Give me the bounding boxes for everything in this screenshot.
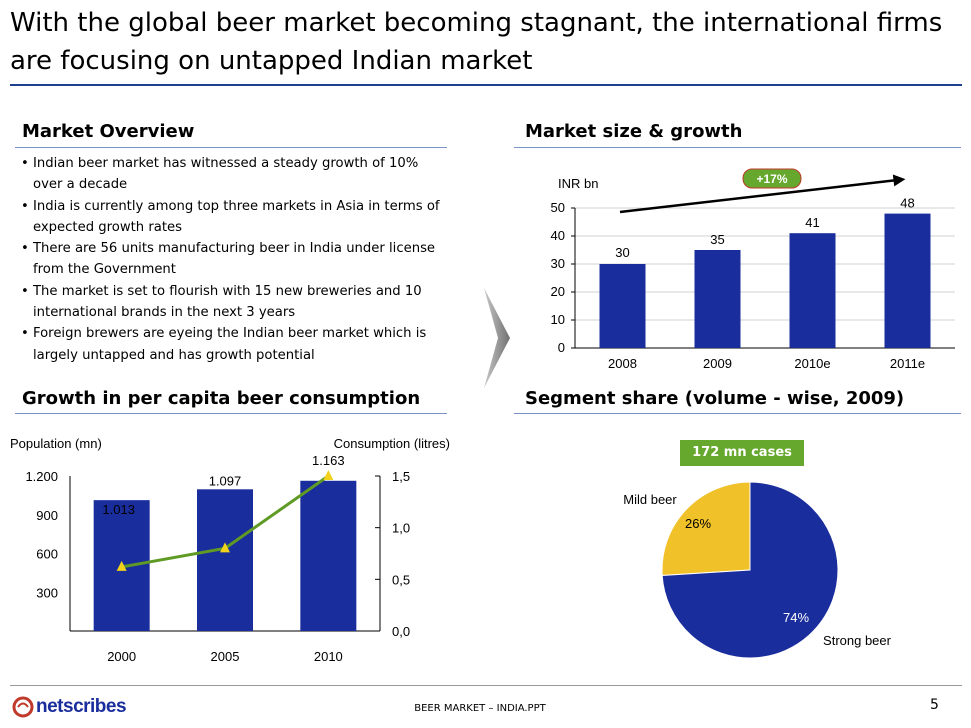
market-overview-bullets: Indian beer market has witnessed a stead… bbox=[21, 153, 451, 366]
data-label: 1.013 bbox=[102, 502, 135, 517]
footer-text: BEER MARKET – INDIA.PPT bbox=[414, 703, 546, 714]
page-number: 5 bbox=[930, 697, 939, 713]
bar bbox=[300, 480, 357, 631]
y-tick-label: 10 bbox=[551, 312, 565, 327]
x-tick-label: 2009 bbox=[703, 356, 732, 371]
bullet-item: The market is set to flourish with 15 ne… bbox=[21, 281, 451, 324]
y-tick-label: 0 bbox=[558, 340, 565, 355]
per-capita-underline bbox=[15, 413, 447, 414]
y-tick-label: 50 bbox=[551, 200, 565, 215]
x-tick-label: 2000 bbox=[107, 649, 136, 664]
data-label: 1.097 bbox=[209, 473, 242, 488]
volume-badge: 172 mn cases bbox=[680, 440, 804, 466]
market-size-heading: Market size & growth bbox=[525, 121, 743, 142]
per-capita-chart: Population (mn) Consumption (litres) 300 60… bbox=[10, 436, 450, 664]
right-tick-label: 0,0 bbox=[392, 624, 410, 639]
logo-icon bbox=[12, 696, 34, 718]
market-size-chart: INR bn 0 10 20 30 40 50 30 2008 35 2009 41 2010e 48 20… bbox=[551, 168, 955, 371]
growth-arrow-head bbox=[892, 174, 906, 187]
right-tick-label: 0,5 bbox=[392, 572, 410, 587]
slice-name-label: Strong beer bbox=[823, 633, 892, 648]
data-label: 35 bbox=[710, 232, 724, 247]
right-tick-label: 1,0 bbox=[392, 521, 410, 536]
growth-badge bbox=[742, 168, 802, 189]
slide-title: With the global beer market becoming sta… bbox=[10, 8, 943, 76]
bar bbox=[197, 489, 253, 631]
bar bbox=[599, 264, 646, 348]
market-overview-heading: Market Overview bbox=[22, 121, 195, 142]
data-label: 30 bbox=[615, 245, 629, 260]
logo-text: netscribes bbox=[36, 696, 127, 717]
bullet-item: Foreign brewers are eyeing the Indian be… bbox=[21, 323, 451, 366]
pie-slice bbox=[661, 481, 751, 577]
y-tick-label: 40 bbox=[551, 228, 565, 243]
left-tick-label: 600 bbox=[36, 547, 58, 562]
bar bbox=[884, 213, 931, 348]
bullet-item: Indian beer market has witnessed a stead… bbox=[21, 153, 451, 196]
line-marker bbox=[220, 542, 230, 553]
title-rule bbox=[10, 84, 962, 86]
per-capita-heading: Growth in per capita beer consumption bbox=[22, 388, 421, 409]
slice-value-label: 26% bbox=[685, 516, 711, 531]
pie-slice bbox=[661, 481, 839, 659]
left-axis-label: Population (mn) bbox=[10, 436, 102, 451]
unit-label: INR bn bbox=[558, 176, 598, 191]
data-label: 48 bbox=[900, 196, 914, 211]
data-label: 1.163 bbox=[312, 453, 345, 468]
market-overview-underline bbox=[15, 147, 447, 148]
right-tick-label: 1,5 bbox=[392, 469, 410, 484]
growth-badge-label: +17% bbox=[756, 172, 787, 186]
y-tick-label: 20 bbox=[551, 284, 565, 299]
growth-arrow-line bbox=[619, 178, 898, 214]
bullet-item: India is currently among top three marke… bbox=[21, 196, 451, 239]
logo: netscribes bbox=[12, 694, 127, 720]
footer-rule bbox=[10, 685, 962, 686]
slice-value-label: 74% bbox=[783, 610, 809, 625]
left-tick-label: 1.200 bbox=[25, 469, 58, 484]
x-tick-label: 2010e bbox=[794, 356, 830, 371]
y-tick-label: 30 bbox=[551, 256, 565, 271]
bullet-item: There are 56 units manufacturing beer in… bbox=[21, 238, 451, 281]
line-marker bbox=[323, 470, 334, 480]
segment-underline bbox=[514, 413, 961, 414]
x-tick-label: 2008 bbox=[608, 356, 637, 371]
market-size-underline bbox=[514, 147, 961, 148]
line-marker bbox=[116, 560, 127, 571]
x-tick-label: 2011e bbox=[890, 356, 925, 371]
bar bbox=[694, 250, 741, 348]
segment-pie-chart: 26% 74% Mild beer Strong beer bbox=[623, 481, 892, 659]
chevron-arrow-icon bbox=[484, 288, 510, 388]
bar bbox=[789, 233, 836, 348]
segment-heading: Segment share (volume - wise, 2009) bbox=[525, 388, 905, 409]
x-tick-label: 2005 bbox=[211, 649, 240, 664]
x-tick-label: 2010 bbox=[314, 649, 343, 664]
slice-name-label: Mild beer bbox=[623, 492, 677, 507]
right-axis-label: Consumption (litres) bbox=[334, 436, 450, 451]
data-label: 41 bbox=[805, 215, 819, 230]
left-tick-label: 300 bbox=[36, 585, 58, 600]
left-tick-label: 900 bbox=[36, 508, 58, 523]
